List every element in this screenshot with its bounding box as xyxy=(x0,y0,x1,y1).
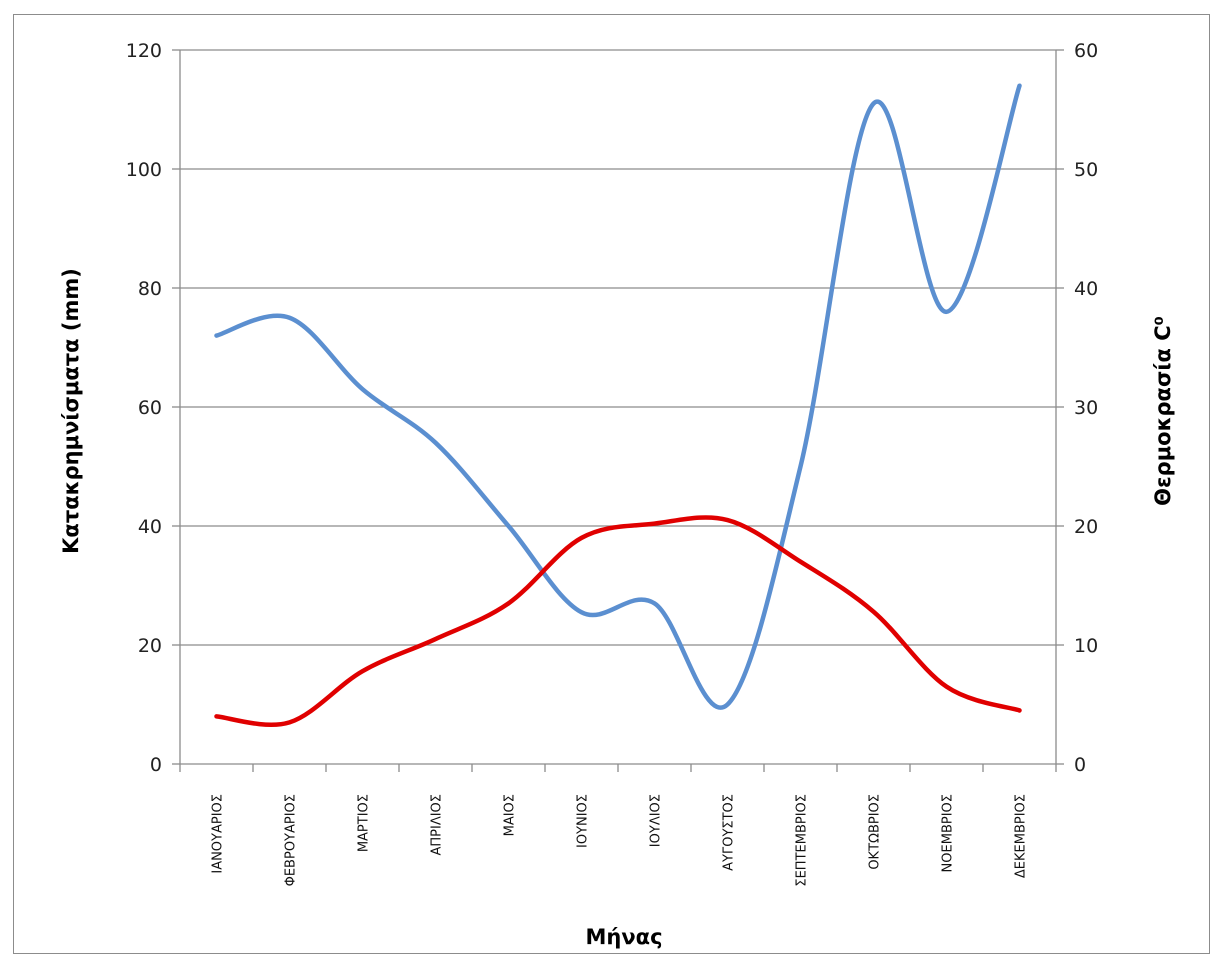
chart-frame xyxy=(13,14,1210,954)
y2-tick-label: 10 xyxy=(1074,635,1098,657)
y-tick-label: 60 xyxy=(138,397,162,419)
x-category-label: ΟΚΤΩΒΡΙΟΣ xyxy=(868,794,883,870)
y2-tick-label: 30 xyxy=(1074,397,1098,419)
y-axis-title: Κατακρημνίσματα (mm) xyxy=(59,268,83,554)
y-tick-label: 100 xyxy=(126,159,162,181)
y2-tick-label: 40 xyxy=(1074,278,1098,300)
x-category-label: ΑΠΡΙΛΙΟΣ xyxy=(430,794,445,856)
axes xyxy=(172,49,1064,772)
series-lines xyxy=(214,83,1022,728)
y-tick-label: 40 xyxy=(138,516,162,538)
gridlines xyxy=(180,49,1056,646)
y-tick-label: 20 xyxy=(138,635,162,657)
y-tick-label: 0 xyxy=(150,754,162,776)
y-axis-right-ticks: 0 10 20 30 40 50 60 xyxy=(1074,40,1098,776)
x-category-label: ΑΥΓΟΥΣΤΟΣ xyxy=(722,794,737,871)
y2-tick-label: 60 xyxy=(1074,40,1098,62)
x-category-label: ΙΟΥΝΙΟΣ xyxy=(576,794,591,848)
x-category-label: ΙΟΥΛΙΟΣ xyxy=(649,794,664,847)
x-category-label: ΦΕΒΡΟΥΑΡΙΟΣ xyxy=(284,794,299,886)
y2-tick-label: 50 xyxy=(1074,159,1098,181)
y2-tick-label: 20 xyxy=(1074,516,1098,538)
x-category-label: ΔΕΚΕΜΒΡΙΟΣ xyxy=(1014,794,1029,878)
temperature-series-line xyxy=(214,515,1022,728)
y-tick-label: 80 xyxy=(138,278,162,300)
x-category-label: ΙΑΝΟΥΑΡΙΟΣ xyxy=(211,794,226,874)
y-tick-label: 120 xyxy=(126,40,162,62)
y2-axis-title: Θερμοκρασία C⁰ xyxy=(1151,316,1175,506)
x-category-label: ΝΟΕΜΒΡΙΟΣ xyxy=(941,794,956,872)
y2-tick-label: 0 xyxy=(1074,754,1086,776)
x-category-label: ΣΕΠΤΕΜΒΡΙΟΣ xyxy=(795,794,810,887)
x-category-label: ΜΑΙΟΣ xyxy=(503,794,518,836)
x-axis-categories: ΙΑΝΟΥΑΡΙΟΣ ΦΕΒΡΟΥΑΡΙΟΣ ΜΑΡΤΙΟΣ ΑΠΡΙΛΙΟΣ ΜΑΙΟ… xyxy=(211,794,1029,887)
y-axis-left-ticks: 0 20 40 60 80 100 120 xyxy=(126,40,162,776)
precipitation-series-line xyxy=(214,83,1022,710)
x-axis-title: Μήνας xyxy=(585,925,662,949)
x-category-label: ΜΑΡΤΙΟΣ xyxy=(357,794,372,852)
